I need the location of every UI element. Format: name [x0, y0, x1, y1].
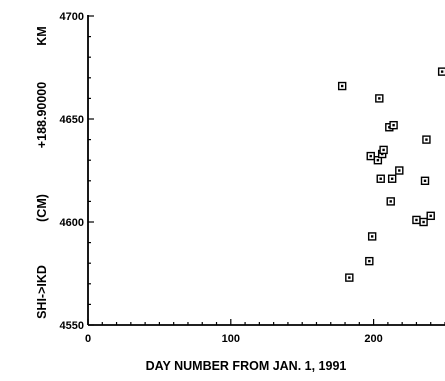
data-point [437, 67, 445, 76]
x-axis-label: DAY NUMBER FROM JAN. 1, 1991 [146, 359, 347, 373]
y-axis-label-part: KM [35, 26, 49, 45]
data-point [379, 145, 388, 155]
y-tick-label: 4550 [60, 320, 84, 332]
data-point [365, 256, 374, 266]
y-axis-label-part: SHI->IKD [35, 265, 49, 319]
x-axis-ticks: 0 100 200 [85, 319, 445, 345]
y-tick-label: 4700 [60, 11, 84, 23]
x-tick-label: 100 [222, 333, 240, 345]
data-point [389, 120, 398, 130]
data-point [345, 273, 354, 282]
x-tick-label: 0 [85, 333, 91, 345]
data-points [337, 67, 445, 282]
data-point [373, 155, 383, 165]
data-point [367, 232, 377, 241]
y-axis-label: SHI->IKD (CM) +188.90000 KM [35, 26, 49, 319]
data-point [337, 81, 347, 91]
y-axis-label-part: (CM) [35, 194, 49, 222]
y-tick-label: 4650 [60, 114, 84, 126]
data-point [395, 166, 404, 175]
data-point [386, 197, 395, 206]
y-axis-label-part: +188.90000 [35, 82, 49, 148]
data-point [419, 217, 428, 227]
y-axis-ticks: 4550 4600 4650 4700 [60, 11, 94, 332]
data-point [376, 174, 385, 183]
data-point [422, 135, 431, 144]
axes [87, 15, 445, 326]
y-tick-label: 4600 [60, 217, 84, 229]
data-point [420, 176, 430, 186]
x-tick-label: 200 [364, 333, 382, 345]
data-point [412, 215, 421, 225]
data-point [366, 151, 375, 161]
data-point [426, 211, 435, 221]
data-point [375, 94, 384, 103]
data-point [387, 174, 397, 183]
